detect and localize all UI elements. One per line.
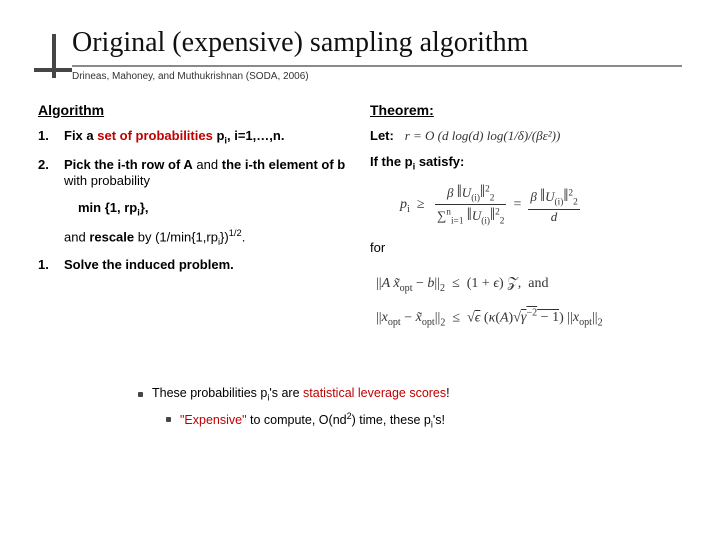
step-number: 2. (38, 157, 64, 191)
text: ! (446, 386, 449, 400)
algorithm-step-1: 1. Fix a set of probabilities pi, i=1,…,… (38, 128, 360, 147)
step-body: Pick the i-th row of A and the i-th elem… (64, 157, 360, 191)
if-line: If the pi satisfy: (370, 154, 692, 172)
text: . (242, 229, 246, 244)
text-red: "Expensive" (180, 413, 247, 427)
text-red: set of probabilities (97, 128, 213, 143)
step-body: Solve the induced problem. (64, 257, 360, 274)
bullet-dot-icon (166, 417, 171, 422)
let-line: Let: r = O (d log(d) log(1/δ)/(βε²)) (370, 128, 692, 145)
text: satisfy: (415, 154, 464, 169)
text: and (193, 157, 222, 172)
step-number: 1. (38, 128, 64, 147)
ineq-1: ||A x̃opt − b||2 ≤ (1 + ϵ) 𝒵, and (376, 273, 692, 296)
text: by (1/min{1,rp (134, 229, 218, 244)
ineq-2: ||xopt − x̃opt||2 ≤ √ϵ (κ(A)√γ−2 − 1) ||… (376, 306, 692, 331)
inequalities: ||A x̃opt − b||2 ≤ (1 + ϵ) 𝒵, and ||xopt… (376, 273, 692, 330)
let-formula: r = O (d log(d) log(1/δ)/(βε²)) (405, 128, 561, 144)
title-block: Original (expensive) sampling algorithm (38, 28, 682, 67)
text: Fix a (64, 128, 97, 143)
bullet-2: "Expensive" to compute, O(nd2) time, the… (166, 411, 682, 430)
for-line: for (370, 240, 692, 255)
text: These probabilities p (152, 386, 267, 400)
text-red: statistical leverage scores (303, 386, 446, 400)
algorithm-heading: Algorithm (38, 102, 360, 118)
title-underline (72, 65, 682, 67)
text: and (64, 229, 89, 244)
text: min {1, rp (78, 200, 137, 215)
text: Pick the i-th row of A (64, 157, 193, 172)
step-body: Fix a set of probabilities pi, i=1,…,n. (64, 128, 360, 147)
step-number: 1. (38, 257, 64, 274)
pi-formula: pi ≥ β ‖U(i)‖22 ∑ni=1 ‖U(i)‖22 = β ‖U(i)… (400, 182, 692, 228)
algorithm-column: Algorithm 1. Fix a set of probabilities … (38, 102, 360, 342)
slide-subtitle: Drineas, Mahoney, and Muthukrishnan (SOD… (72, 71, 682, 82)
text: 's! (433, 413, 445, 427)
text: ) time, these p (352, 413, 431, 427)
content-columns: Algorithm 1. Fix a set of probabilities … (38, 102, 682, 342)
slide-title: Original (expensive) sampling algorithm (72, 28, 682, 65)
theorem-column: Theorem: Let: r = O (d log(d) log(1/δ)/(… (370, 102, 692, 342)
text: Let: (370, 128, 394, 143)
text: 's are (269, 386, 303, 400)
algorithm-step-2: 2. Pick the i-th row of A and the i-th e… (38, 157, 360, 191)
min-expression: min {1, rpi}, (78, 200, 360, 218)
bullet-dot-icon (138, 392, 143, 397)
text: , i=1,…,n. (227, 128, 284, 143)
bullet-1: These probabilities pi's are statistical… (138, 386, 682, 403)
text: rescale (89, 229, 134, 244)
text: the i-th element of b (222, 157, 346, 172)
text: }, (140, 200, 149, 215)
text: to compute, O(nd (247, 413, 347, 427)
text: If the p (370, 154, 413, 169)
algorithm-step-3: 1. Solve the induced problem. (38, 257, 360, 274)
text: }) (220, 229, 229, 244)
footer-bullets: These probabilities pi's are statistical… (138, 386, 682, 429)
text: p (213, 128, 225, 143)
text: with probability (64, 173, 150, 188)
text: Solve the induced problem. (64, 257, 234, 272)
text: for (370, 240, 385, 255)
theorem-heading: Theorem: (370, 102, 692, 118)
rescale-line: and rescale by (1/min{1,rpi})1/2. (64, 228, 360, 247)
